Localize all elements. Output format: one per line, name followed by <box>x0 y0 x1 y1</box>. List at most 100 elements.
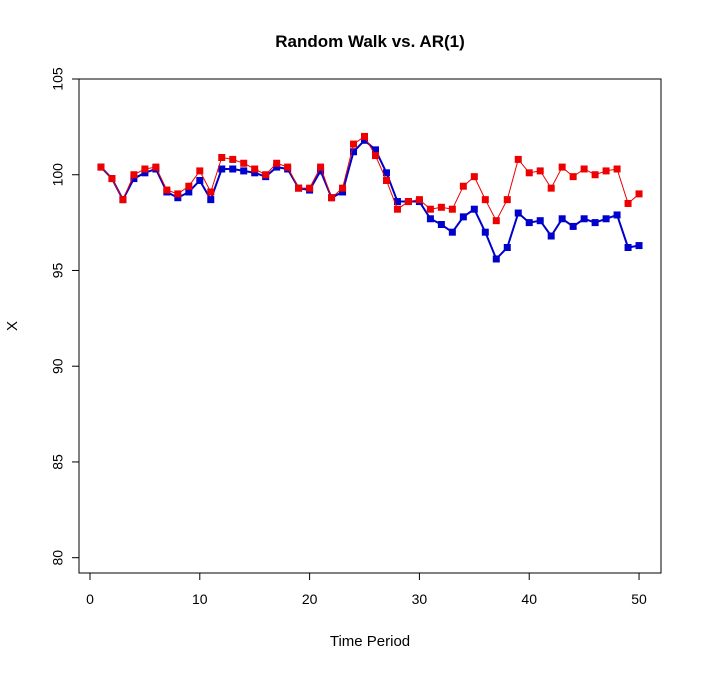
series-1-point <box>602 215 610 223</box>
series-2-point <box>415 196 423 204</box>
series-2-point <box>635 190 643 198</box>
series-2-point <box>218 154 226 161</box>
series-1-point <box>371 146 379 154</box>
series-1-point <box>229 165 237 173</box>
series-2-point <box>448 205 456 213</box>
series-1-point <box>196 176 204 184</box>
series-2-point <box>273 159 281 167</box>
series-1-point <box>448 228 456 236</box>
series-2-point <box>404 198 412 206</box>
series-1 <box>97 136 643 263</box>
x-tick-label: 0 <box>86 591 94 607</box>
series-2-point <box>350 140 358 148</box>
series-1-point <box>503 244 511 251</box>
y-tick-label: 100 <box>50 163 66 187</box>
series-layer <box>97 132 643 263</box>
series-2-point <box>426 205 434 213</box>
series-1-line <box>100 139 640 260</box>
series-1-point <box>613 211 621 219</box>
series-1-point <box>382 169 390 177</box>
series-1-point <box>361 136 369 144</box>
series-2-line <box>100 135 640 222</box>
series-1-point <box>273 163 281 171</box>
series-2-point <box>558 163 566 171</box>
series-2-point <box>393 205 401 213</box>
series-2-point <box>492 217 500 225</box>
series-1-point <box>514 209 522 217</box>
series-2-point <box>163 186 171 194</box>
series-2-point <box>97 163 105 171</box>
series-2-point <box>514 155 522 163</box>
series-1-point <box>492 255 500 263</box>
series-1-point <box>569 222 577 230</box>
series-1-point <box>591 219 599 227</box>
series-1-point <box>635 242 643 250</box>
series-1-point <box>185 188 193 196</box>
series-2-point <box>591 171 599 179</box>
series-2-point <box>602 167 610 175</box>
series-2-point <box>339 184 347 192</box>
series-2-point <box>130 171 138 179</box>
series-1-point <box>240 167 248 175</box>
y-axis-title: X <box>4 321 21 331</box>
series-2-point <box>580 165 588 173</box>
series-1-point <box>141 169 149 177</box>
y-axis: 80 85 90 95 100 105 <box>50 67 80 565</box>
series-2-point <box>624 199 632 207</box>
x-tick-label: 40 <box>521 591 537 607</box>
x-axis: 0 10 20 30 40 50 <box>86 572 647 607</box>
series-2-point <box>569 173 577 181</box>
series-2-point <box>317 163 325 171</box>
series-2-point <box>328 194 336 202</box>
series-1-point <box>624 244 632 251</box>
series-2-point <box>613 165 621 173</box>
series-2-point <box>481 196 489 204</box>
series-1-point <box>393 198 401 206</box>
series-2-point <box>240 159 248 167</box>
series-1-point <box>470 205 478 213</box>
x-tick-label: 20 <box>302 591 318 607</box>
y-tick-label: 90 <box>50 358 66 374</box>
series-2-point <box>284 163 292 171</box>
series-2-point <box>306 184 314 192</box>
series-2-point <box>525 169 533 177</box>
series-1-point <box>350 148 358 156</box>
y-tick-label: 95 <box>50 262 66 278</box>
series-2-point <box>547 184 555 192</box>
x-tick-label: 50 <box>631 591 647 607</box>
series-2-point <box>108 175 116 183</box>
series-2-point <box>229 155 237 163</box>
series-2-point <box>382 176 390 184</box>
series-1-point <box>317 167 325 175</box>
series-1-point <box>207 196 215 204</box>
series-2-point <box>196 167 204 175</box>
series-2-point <box>470 173 478 181</box>
series-1-point <box>547 232 555 240</box>
series-1-point <box>130 175 138 183</box>
series-2-point <box>174 190 182 198</box>
series-2-point <box>459 182 467 190</box>
series-1-point <box>525 219 533 227</box>
y-tick-label: 105 <box>50 67 66 91</box>
series-1-point <box>339 188 347 196</box>
series-1-point <box>218 165 226 173</box>
series-1-point <box>580 215 588 223</box>
series-2-point <box>251 165 259 173</box>
series-2-point <box>437 203 445 211</box>
series-2-point <box>119 196 127 204</box>
series-2-point <box>152 163 160 171</box>
series-1-point <box>459 213 467 221</box>
series-2-point <box>207 188 215 196</box>
series-1-point <box>481 228 489 236</box>
x-tick-label: 10 <box>192 591 208 607</box>
series-1-point <box>251 169 259 177</box>
y-tick-label: 85 <box>50 454 66 470</box>
series-2-point <box>141 165 149 173</box>
plot-area-border <box>78 78 662 574</box>
series-2-point <box>536 167 544 175</box>
series-2-point <box>503 196 511 204</box>
series-2-point <box>371 152 379 160</box>
series-2-point <box>185 182 193 190</box>
